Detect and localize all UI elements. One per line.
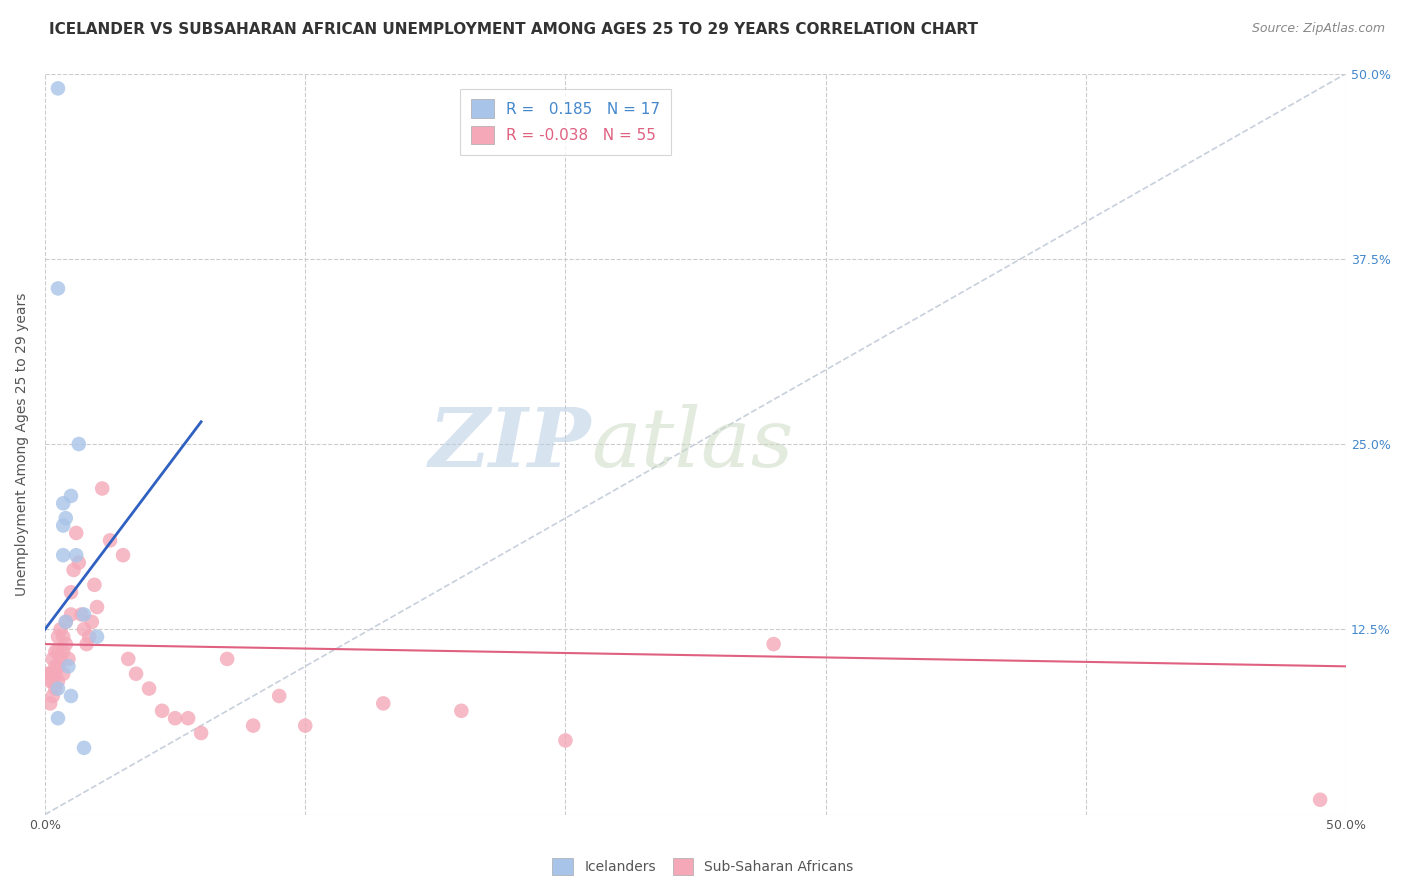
Point [76, 637, 98, 651]
Y-axis label: Unemployment Among Ages 25 to 29 years: Unemployment Among Ages 25 to 29 years [15, 293, 30, 596]
Point [150, 704, 173, 718]
Point [98, 533, 121, 548]
Point [39, 697, 62, 711]
Point [294, 718, 316, 732]
Point [55, 615, 77, 629]
Point [762, 637, 785, 651]
Point [373, 697, 395, 711]
Point [80, 615, 103, 629]
Point [46, 81, 69, 95]
Point [91, 482, 114, 496]
Point [42, 666, 65, 681]
Text: atlas: atlas [592, 404, 794, 484]
Point [217, 652, 239, 666]
Point [39, 674, 62, 689]
Point [46, 659, 69, 673]
Point [46, 711, 69, 725]
Point [125, 666, 148, 681]
Point [86, 630, 108, 644]
Legend: R =   0.185   N = 17, R = -0.038   N = 55: R = 0.185 N = 17, R = -0.038 N = 55 [460, 88, 671, 155]
Point [52, 518, 75, 533]
Point [49, 622, 72, 636]
Point [55, 511, 77, 525]
Point [77, 630, 100, 644]
Point [177, 711, 200, 725]
Point [42, 674, 65, 689]
Point [44, 644, 66, 658]
Point [554, 733, 576, 747]
Point [70, 607, 93, 622]
Point [58, 659, 80, 673]
Point [83, 578, 105, 592]
Point [62, 563, 84, 577]
Point [59, 489, 82, 503]
Point [49, 652, 72, 666]
Point [59, 585, 82, 599]
Point [39, 666, 62, 681]
Point [269, 689, 291, 703]
Point [55, 615, 77, 629]
Point [52, 630, 75, 644]
Point [44, 681, 66, 696]
Legend: Icelanders, Sub-Saharan Africans: Icelanders, Sub-Saharan Africans [547, 853, 859, 880]
Text: Source: ZipAtlas.com: Source: ZipAtlas.com [1251, 22, 1385, 36]
Point [52, 496, 75, 510]
Point [242, 718, 264, 732]
Point [42, 689, 65, 703]
Point [65, 525, 87, 540]
Point [59, 607, 82, 622]
Point [65, 548, 87, 562]
Point [138, 681, 160, 696]
Point [59, 689, 82, 703]
Text: ICELANDER VS SUBSAHARAN AFRICAN UNEMPLOYMENT AMONG AGES 25 TO 29 YEARS CORRELATI: ICELANDER VS SUBSAHARAN AFRICAN UNEMPLOY… [49, 22, 979, 37]
Point [42, 652, 65, 666]
Point [67, 437, 90, 451]
Point [165, 711, 187, 725]
Point [46, 674, 69, 689]
Point [46, 644, 69, 658]
Point [46, 681, 69, 696]
Point [58, 652, 80, 666]
Point [86, 600, 108, 615]
Point [1309, 793, 1331, 807]
Point [44, 666, 66, 681]
Point [46, 630, 69, 644]
Point [450, 704, 472, 718]
Point [112, 548, 135, 562]
Point [117, 652, 139, 666]
Point [52, 548, 75, 562]
Point [67, 556, 90, 570]
Point [44, 659, 66, 673]
Point [46, 281, 69, 295]
Point [190, 726, 212, 740]
Point [37, 666, 59, 681]
Point [73, 740, 96, 755]
Point [55, 637, 77, 651]
Point [73, 607, 96, 622]
Point [52, 644, 75, 658]
Text: ZIP: ZIP [429, 404, 592, 484]
Point [73, 622, 96, 636]
Point [52, 666, 75, 681]
